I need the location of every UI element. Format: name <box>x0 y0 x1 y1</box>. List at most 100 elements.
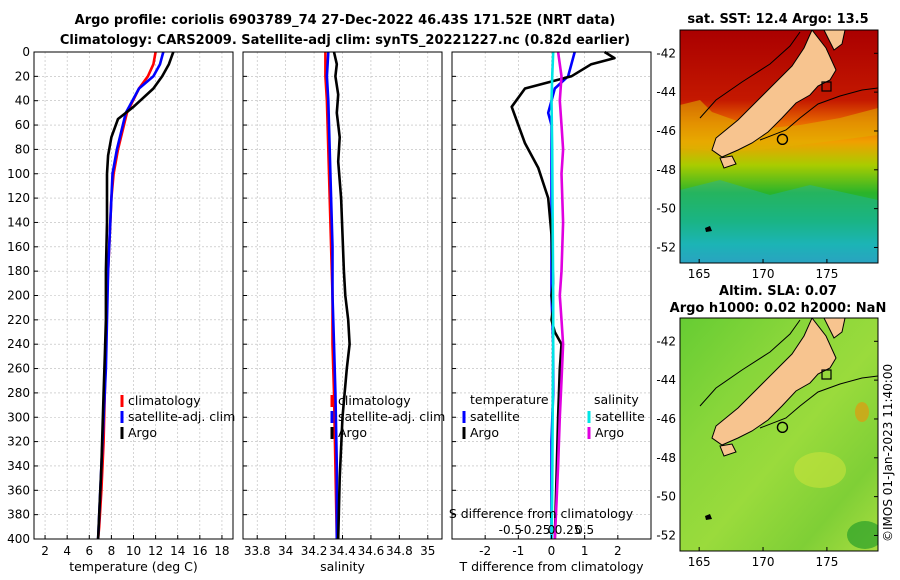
legend-temperature-header: temperature <box>470 392 549 407</box>
x-tick-label: 170 <box>752 267 775 281</box>
sla-small-island <box>705 514 712 520</box>
legend-t-satellite-label: satellite <box>470 409 520 424</box>
sst-shelf-contour <box>699 31 878 141</box>
imos-watermark: ©IMOS 01-Jan-2023 11:40:00 <box>881 364 895 542</box>
temperature-panel: 2 4 6 8 10 12 14 16 18 temperature (deg C) 0 20 40 60… <box>7 45 234 574</box>
y-tick-label: 100 <box>7 167 30 181</box>
x-tick-label: 6 <box>85 544 93 558</box>
sla-map-axes: 165 170 175 -42 -44 -46 -48 -50 -52 <box>656 334 878 569</box>
salinity-legend: climatology satellite-adj. clim Argo <box>330 393 445 440</box>
x-tick-label: 34.2 <box>301 544 328 558</box>
series-s-argo <box>553 51 565 540</box>
sla-land-north-island <box>823 318 846 339</box>
x-tick-label: 14 <box>170 544 185 558</box>
legend-s-satellite-label: satellite <box>595 409 645 424</box>
sla-argo-marker <box>776 421 789 434</box>
x-tick-label: 2 <box>614 544 622 558</box>
y-tick-label: -42 <box>656 334 676 348</box>
x-tick-label: 8 <box>108 544 116 558</box>
sla-map-frame <box>679 317 879 552</box>
y-tick-label: -52 <box>656 240 676 254</box>
sla-land-stewart-island <box>719 443 737 457</box>
sst-land-north-island <box>823 30 846 51</box>
y-tick-label: 200 <box>7 289 30 303</box>
series-t-argo <box>510 50 616 540</box>
sst-land-south-island <box>711 30 837 158</box>
x-tick-label: 175 <box>815 555 838 569</box>
x-tick-label: 34.4 <box>329 544 356 558</box>
y-tick-label: 280 <box>7 386 30 400</box>
y-tick-label: 320 <box>7 435 30 449</box>
x-tick-label: 170 <box>752 555 775 569</box>
s-diff-tick-label: -0.25 <box>519 523 550 537</box>
x-tick-label: 1 <box>581 544 589 558</box>
temperature-legend: climatology satellite-adj. clim Argo <box>120 393 235 440</box>
series-satellite-adj-clim <box>325 51 339 539</box>
y-tick-label: 180 <box>7 264 30 278</box>
legend-t-argo-label: Argo <box>470 425 499 440</box>
sla-orange-patch <box>855 402 869 422</box>
y-tick-label: 340 <box>7 459 30 473</box>
x-tick-label: 18 <box>214 544 229 558</box>
sla-land-south-island <box>711 318 837 446</box>
x-tick-label: 2 <box>41 544 49 558</box>
y-tick-label: 80 <box>15 142 30 156</box>
sst-map: sat. SST: 12.4 Argo: 13.5 165 170 175 -42 -4… <box>656 12 879 281</box>
x-tick-label: 12 <box>148 544 163 558</box>
legend-climatology-label: climatology <box>338 393 411 408</box>
x-tick-label: 34.8 <box>386 544 413 558</box>
y-tick-label: 300 <box>7 410 30 424</box>
x-tick-label: 16 <box>192 544 207 558</box>
x-axis-label: salinity <box>320 559 365 574</box>
s-diff-tick-label: 0 <box>548 523 556 537</box>
y-tick-label: -52 <box>656 528 676 542</box>
sst-island-marker <box>821 81 832 92</box>
x-tick-label: 10 <box>126 544 141 558</box>
series-s-satellite <box>550 51 555 540</box>
x-tick-label: 34.6 <box>358 544 385 558</box>
y-tick-label: 60 <box>15 118 30 132</box>
sla-island-marker <box>821 369 832 380</box>
figure-title-line2: Climatology: CARS2009. Satellite-adj cli… <box>60 33 630 48</box>
x-axis-label: temperature (deg C) <box>69 559 198 574</box>
y-tick-label: -48 <box>656 451 676 465</box>
y-tick-label: -44 <box>656 373 676 387</box>
sla-shelf-contour <box>699 319 878 429</box>
sla-map-title-line1: Altim. SLA: 0.07 <box>719 284 837 299</box>
series-argo <box>332 51 351 540</box>
legend-argo-label: Argo <box>338 425 367 440</box>
sst-map-axes: 165 170 175 -42 -44 -46 -48 -50 -52 <box>656 46 878 281</box>
x-tick-label: 33.8 <box>244 544 271 558</box>
y-tick-label: -46 <box>656 124 676 138</box>
y-tick-label: 400 <box>7 532 30 546</box>
x-tick-label: 0 <box>548 544 556 558</box>
y-tick-label: 240 <box>7 337 30 351</box>
x-tick-label: -2 <box>479 544 491 558</box>
sst-cool-patch <box>680 180 878 263</box>
s-diff-tick-label: 0.25 <box>555 523 582 537</box>
s-diff-tick-label: -0.5 <box>499 523 522 537</box>
sst-land-stewart-island <box>719 155 737 169</box>
y-tick-label: -42 <box>656 46 676 60</box>
x-tick-label: 34 <box>278 544 293 558</box>
legend-s-argo-label: Argo <box>595 425 624 440</box>
difference-legend: temperature salinity satellite Argo sate… <box>462 392 645 440</box>
x-tick-label: 165 <box>688 267 711 281</box>
legend-argo-label: Argo <box>128 425 157 440</box>
sst-map-frame <box>679 29 879 264</box>
series-argo <box>96 51 175 540</box>
sla-yellow-patch <box>794 452 846 488</box>
sla-dark-patch <box>847 521 878 549</box>
sst-small-island <box>705 226 712 232</box>
sla-map-title-line2: Argo h1000: 0.02 h2000: NaN <box>670 301 887 316</box>
legend-salinity-header: salinity <box>594 392 639 407</box>
y-tick-label: -46 <box>656 412 676 426</box>
difference-panel: -2 -1 0 1 2T difference from climatology <box>451 50 652 574</box>
y-tick-label: 380 <box>7 508 30 522</box>
figure-title-line1: Argo profile: coriolis 6903789_74 27-Dec… <box>75 13 616 28</box>
sst-map-title: sat. SST: 12.4 Argo: 13.5 <box>687 12 868 27</box>
y-tick-label: 120 <box>7 191 30 205</box>
y-tick-label: 260 <box>7 362 30 376</box>
x-tick-label: -1 <box>512 544 524 558</box>
salinity-panel: 33.8 34 34.2 34.4 34.6 34.8 35 salinity <box>242 51 443 574</box>
